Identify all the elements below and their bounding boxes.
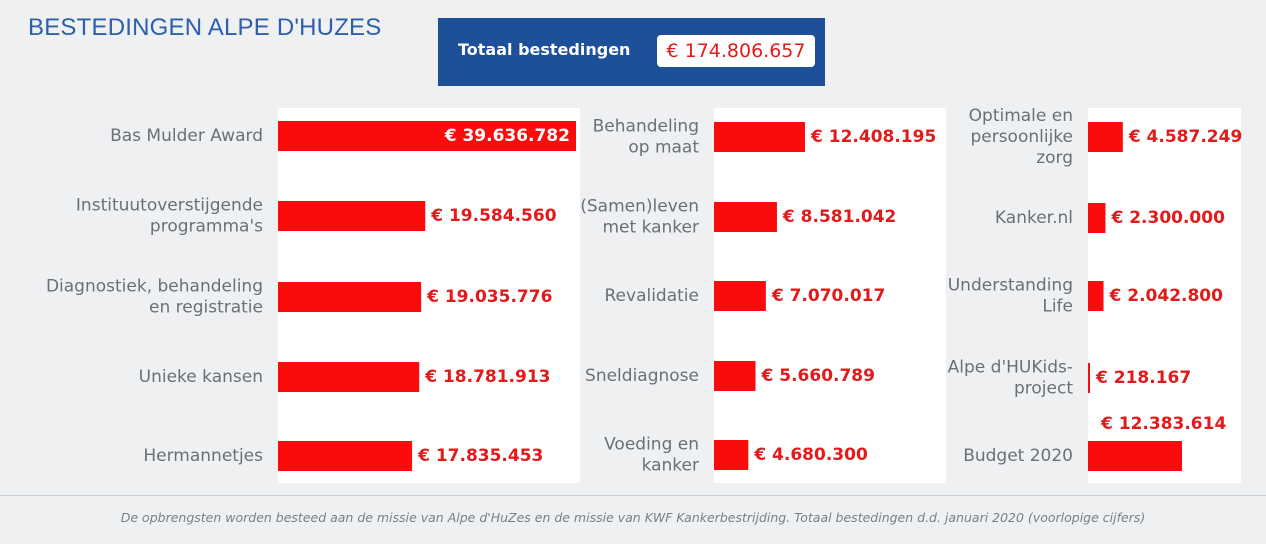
category-label-line: (Samen)leven — [580, 197, 699, 217]
total-spending-box: Totaal bestedingen € 174.806.657 — [438, 18, 825, 86]
category-label-line: Sneldiagnose — [585, 366, 699, 386]
bar — [278, 121, 576, 151]
category-label: Understanding Life — [948, 276, 1073, 317]
bar — [714, 361, 756, 391]
bar — [714, 440, 749, 470]
bar-value-label: € 18.781.913 — [424, 367, 550, 387]
bar — [1088, 363, 1090, 393]
category-label: Revalidatie — [605, 286, 700, 306]
category-label-line: Instituutoverstijgende — [76, 196, 263, 216]
category-label-line: Budget 2020 — [963, 446, 1073, 466]
bar — [1088, 441, 1182, 471]
category-label-line: persoonlijke — [970, 127, 1073, 147]
category-label-line: Optimale en — [969, 106, 1073, 126]
total-spending-label: Totaal bestedingen — [458, 40, 631, 59]
bar — [714, 281, 766, 311]
category-label-line: zorg — [1036, 148, 1073, 168]
bar-value-label: € 7.070.017 — [771, 286, 885, 306]
category-label: Unieke kansen — [139, 367, 263, 387]
bar-value-label: € 12.408.195 — [810, 127, 936, 147]
category-label-line: Diagnostiek, behandeling — [46, 277, 263, 297]
total-spending-value: € 174.806.657 — [657, 35, 815, 67]
bar-value-label: € 19.584.560 — [430, 206, 556, 226]
chart-panel-3-background — [1088, 108, 1241, 483]
category-label: Sneldiagnose — [585, 366, 699, 386]
bar-value-label: € 4.587.249 — [1128, 127, 1242, 147]
page-title: BESTEDINGEN ALPE D'HUZES — [28, 14, 382, 41]
category-label: Instituutoverstijgende programma's — [76, 196, 263, 237]
category-label-line: Alpe d'HUKids- — [948, 358, 1073, 378]
category-label-line: Voeding en — [604, 435, 699, 455]
bar-value-label: € 19.035.776 — [426, 287, 552, 307]
bar-value-label: € 5.660.789 — [761, 366, 875, 386]
bar-value-label: € 17.835.453 — [417, 446, 543, 466]
bar — [1088, 203, 1106, 233]
category-label-line: Hermannetjes — [143, 446, 263, 466]
category-label-line: Behandeling — [593, 117, 699, 137]
category-label: Hermannetjes — [143, 446, 263, 466]
bar — [714, 202, 777, 232]
bar — [714, 122, 805, 152]
category-label: Optimale en persoonlijke zorg — [969, 106, 1073, 168]
category-label: Alpe d'HUKids-project — [948, 358, 1074, 399]
category-label: Voeding en kanker — [604, 435, 699, 476]
category-label-line: met kanker — [602, 218, 699, 238]
category-label: Behandeling op maat — [593, 117, 700, 158]
category-label-line: Kanker.nl — [995, 208, 1073, 228]
category-label-line: Understanding — [948, 276, 1073, 296]
category-label-line: Revalidatie — [605, 286, 700, 306]
footer-divider — [0, 495, 1266, 496]
bar-value-label: € 2.300.000 — [1110, 208, 1225, 228]
bar — [278, 201, 426, 231]
category-label-line: Bas Mulder Award — [110, 126, 263, 146]
bar — [278, 441, 413, 471]
category-label: Diagnostiek, behandeling en registratie — [46, 277, 263, 318]
category-label: Kanker.nl — [995, 208, 1073, 228]
spending-bar-charts: € 39.636.782 Bas Mulder Award € 19.584.560… — [46, 106, 1242, 483]
bar — [278, 282, 422, 312]
category-label-line: op maat — [628, 138, 699, 158]
bar-value-label: € 2.042.800 — [1109, 286, 1224, 306]
bar-value-label: € 12.383.614 — [1100, 414, 1226, 434]
footnote: De opbrengsten worden besteed aan de mis… — [120, 510, 1146, 525]
bar-value-label: € 8.581.042 — [782, 207, 896, 227]
bar-value-label: € 4.680.300 — [753, 445, 868, 465]
bar — [1088, 281, 1104, 311]
bar — [1088, 122, 1123, 152]
bar-value-label: € 218.167 — [1095, 368, 1191, 388]
category-label-line: Unieke kansen — [139, 367, 263, 387]
bar — [278, 362, 420, 392]
category-label: Budget 2020 — [963, 446, 1073, 466]
category-label-line: kanker — [642, 456, 699, 476]
bar-value-label: € 39.636.782 — [444, 126, 570, 146]
category-label-line: programma's — [150, 217, 263, 237]
category-label-line: project — [1014, 379, 1073, 399]
category-label: (Samen)leven met kanker — [580, 197, 699, 238]
category-label-line: en registratie — [149, 298, 263, 318]
category-label: Bas Mulder Award — [110, 126, 263, 146]
category-label-line: Life — [1042, 297, 1073, 317]
